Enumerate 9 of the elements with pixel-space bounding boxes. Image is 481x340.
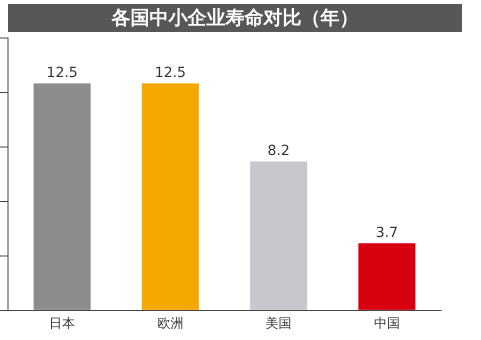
x-tick-label: 中国 (374, 316, 400, 332)
x-tick-label: 日本 (49, 316, 76, 332)
x-tick-label: 美国 (266, 316, 292, 332)
chart-title: 各国中小企业寿命对比（年） (8, 4, 462, 32)
data-label: 12.5 (154, 65, 186, 82)
data-label: 12.5 (46, 65, 78, 82)
x-tick-label: 欧洲 (157, 316, 184, 332)
data-label: 8.2 (267, 143, 290, 160)
data-label: 3.7 (376, 224, 398, 241)
